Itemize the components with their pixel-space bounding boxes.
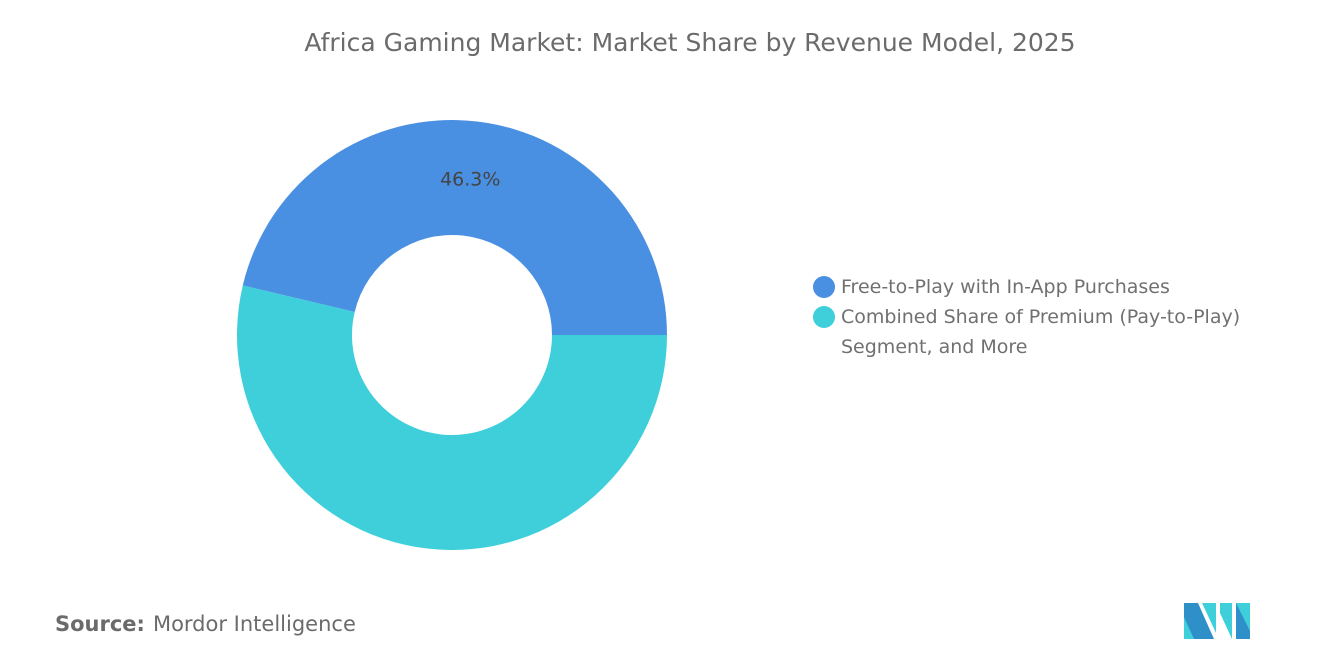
chart-title: Africa Gaming Market: Market Share by Re…	[304, 28, 1076, 57]
legend-label: Free-to-Play with In-App Purchases	[841, 276, 1170, 298]
legend-item: Free-to-Play with In-App Purchases	[813, 272, 1281, 302]
donut-slice	[242, 119, 667, 336]
source-value: Mordor Intelligence	[152, 612, 356, 636]
legend-swatch	[813, 276, 835, 298]
data-label: 46.3%	[440, 169, 500, 191]
source-note: Source: Mordor Intelligence	[55, 612, 356, 636]
legend-item: Combined Share of Premium (Pay-to-Play) …	[813, 302, 1281, 362]
legend-swatch	[813, 306, 835, 328]
source-label: Source:	[55, 612, 145, 636]
legend-label: Combined Share of Premium (Pay-to-Play) …	[841, 306, 1241, 358]
legend: Free-to-Play with In-App Purchases Combi…	[813, 272, 1281, 362]
donut-slice	[237, 285, 667, 550]
mordor-intelligence-logo	[1184, 603, 1250, 639]
